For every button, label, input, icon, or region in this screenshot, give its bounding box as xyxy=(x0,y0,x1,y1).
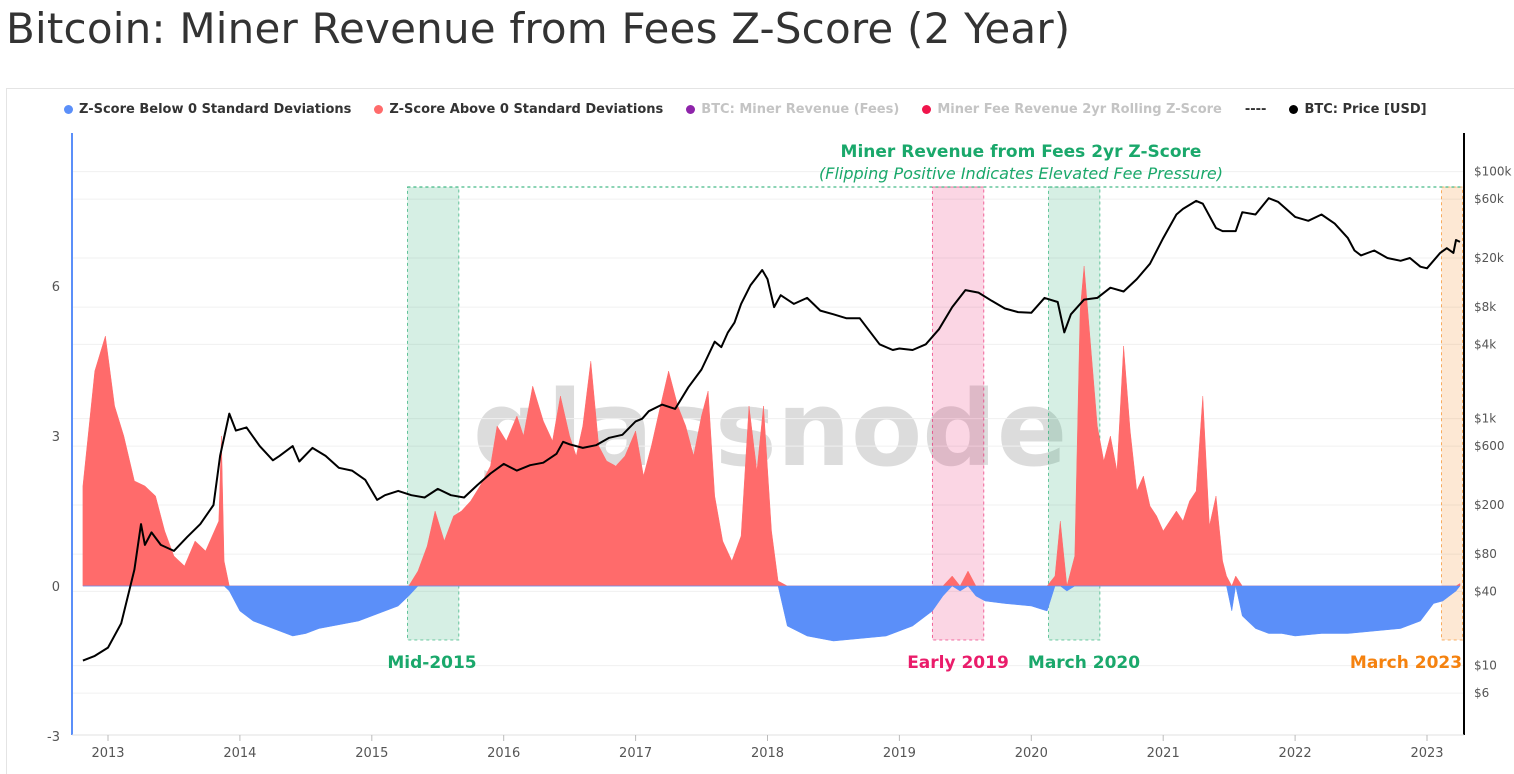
band-label: Early 2019 xyxy=(907,653,1009,673)
y-left-tick-label: 6 xyxy=(52,280,60,295)
legend-label: Miner Fee Revenue 2yr Rolling Z-Score xyxy=(937,102,1222,117)
legend-item-2[interactable]: BTC: Miner Revenue (Fees) xyxy=(686,102,899,117)
annotation-title: Miner Revenue from Fees 2yr Z-Score xyxy=(841,142,1202,162)
y-right-tick-label: $80 xyxy=(1474,547,1497,561)
x-tick-label: 2013 xyxy=(91,746,124,761)
chart-legend: Z-Score Below 0 Standard Deviations Z-Sco… xyxy=(64,102,1450,117)
y-left-tick-label: 3 xyxy=(52,430,60,445)
x-tick-label: 2021 xyxy=(1147,746,1180,761)
legend-label: BTC: Price [USD] xyxy=(1304,102,1427,117)
legend-item-3[interactable]: Miner Fee Revenue 2yr Rolling Z-Score xyxy=(922,102,1222,117)
x-tick-label: 2016 xyxy=(487,746,520,761)
btc-price-line xyxy=(82,197,1461,662)
y-right-tick-label: $6 xyxy=(1474,686,1489,700)
band-label: March 2020 xyxy=(1028,653,1140,673)
x-tick-label: 2022 xyxy=(1279,746,1312,761)
legend-label: Z-Score Above 0 Standard Deviations xyxy=(389,102,664,117)
x-tick-label: 2020 xyxy=(1015,746,1048,761)
legend-dot-icon xyxy=(686,105,696,114)
x-tick-label: 2014 xyxy=(223,746,256,761)
y-right-tick-label: $20k xyxy=(1474,251,1504,265)
legend-dot-icon xyxy=(374,105,384,114)
highlight-band xyxy=(932,187,984,640)
legend-dot-icon xyxy=(922,105,932,114)
legend-label: Z-Score Below 0 Standard Deviations xyxy=(79,102,352,117)
y-right-tick-label: $40 xyxy=(1474,584,1497,598)
x-tick-label: 2015 xyxy=(355,746,388,761)
legend-label: ---- xyxy=(1244,102,1267,117)
y-right-tick-label: $4k xyxy=(1474,337,1496,351)
highlight-band-border xyxy=(931,186,985,641)
band-label: Mid-2015 xyxy=(387,653,476,673)
highlight-band xyxy=(1441,187,1463,640)
x-tick-label: 2018 xyxy=(751,746,784,761)
highlight-band-border xyxy=(1441,186,1464,641)
y-left-tick-label: -3 xyxy=(47,730,60,745)
legend-item-1[interactable]: Z-Score Above 0 Standard Deviations xyxy=(374,102,663,117)
band-label: March 2023 xyxy=(1350,653,1462,673)
y-right-tick-label: $200 xyxy=(1474,498,1505,512)
y-right-tick-label: $1k xyxy=(1474,412,1496,426)
legend-item-4[interactable]: ---- xyxy=(1245,102,1267,117)
y-right-tick-label: $100k xyxy=(1474,165,1512,179)
legend-dot-icon xyxy=(1289,105,1299,114)
y-right-tick-label: $8k xyxy=(1474,300,1496,314)
y-right-tick-label: $600 xyxy=(1474,439,1505,453)
x-tick-label: 2017 xyxy=(619,746,652,761)
zscore-negative-area xyxy=(82,585,1461,642)
y-left-tick-label: 0 xyxy=(52,580,60,595)
page-title: Bitcoin: Miner Revenue from Fees Z-Score… xyxy=(6,4,1071,53)
legend-item-5[interactable]: BTC: Price [USD] xyxy=(1289,102,1427,117)
y-right-tick-label: $10 xyxy=(1474,659,1497,673)
legend-dot-icon xyxy=(64,105,73,114)
y-right-tick-label: $60k xyxy=(1474,192,1504,206)
legend-item-0[interactable]: Z-Score Below 0 Standard Deviations xyxy=(64,102,351,117)
x-tick-label: 2019 xyxy=(883,746,916,761)
annotation-subtitle: (Flipping Positive Indicates Elevated Fe… xyxy=(819,164,1223,183)
x-tick-label: 2023 xyxy=(1410,746,1443,761)
legend-label: BTC: Miner Revenue (Fees) xyxy=(701,102,900,117)
chart-frame xyxy=(6,88,1514,774)
